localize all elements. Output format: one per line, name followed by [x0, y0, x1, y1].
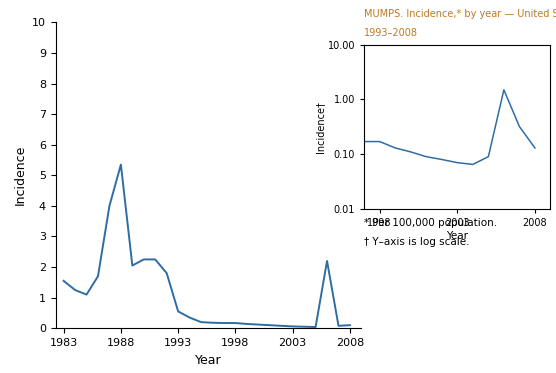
Text: MUMPS. Incidence,* by year — United States,: MUMPS. Incidence,* by year — United Stat… — [364, 9, 556, 19]
Text: † Y–axis is log scale.: † Y–axis is log scale. — [364, 237, 470, 247]
Text: * Per 100,000 population.: * Per 100,000 population. — [364, 218, 497, 228]
X-axis label: Year: Year — [446, 231, 468, 241]
Text: 1993–2008: 1993–2008 — [364, 28, 418, 38]
Y-axis label: Incidence: Incidence — [13, 145, 26, 206]
X-axis label: Year: Year — [195, 354, 222, 367]
Y-axis label: Incidence†: Incidence† — [315, 101, 325, 153]
